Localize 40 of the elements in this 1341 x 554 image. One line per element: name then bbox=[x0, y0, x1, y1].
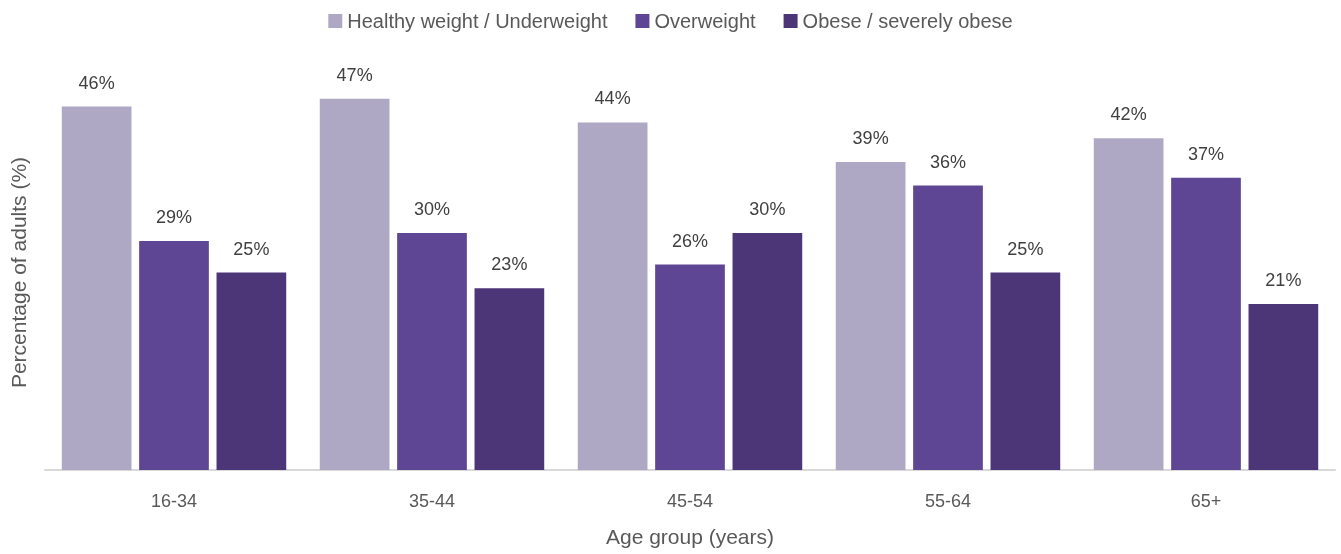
data-label: 36% bbox=[929, 151, 967, 172]
bar bbox=[1171, 177, 1241, 470]
bar bbox=[1248, 304, 1319, 470]
data-label: 47% bbox=[336, 64, 373, 85]
x-tick-label: 65+ bbox=[1190, 491, 1222, 511]
data-label: 29% bbox=[155, 206, 193, 227]
data-label: 23% bbox=[491, 254, 528, 275]
data-label: 37% bbox=[1187, 143, 1225, 164]
bar bbox=[474, 288, 545, 470]
y-axis-title: Percentage of adults (%) bbox=[7, 156, 30, 389]
x-tick-label: 16-34 bbox=[150, 491, 198, 511]
bar bbox=[216, 272, 287, 470]
data-label: 39% bbox=[852, 127, 889, 148]
legend-label: Obese / severely obese bbox=[802, 10, 1013, 32]
data-label: 44% bbox=[594, 88, 631, 109]
x-tick-label: 55-64 bbox=[924, 491, 972, 511]
bar bbox=[139, 240, 209, 470]
bar bbox=[655, 264, 725, 470]
data-label: 25% bbox=[233, 238, 270, 259]
data-label: 30% bbox=[413, 199, 451, 219]
bar bbox=[732, 233, 803, 470]
bar bbox=[990, 272, 1061, 470]
data-label: 21% bbox=[1265, 270, 1302, 291]
data-label: 46% bbox=[78, 72, 115, 93]
x-tick-label: 35-44 bbox=[408, 491, 456, 511]
x-axis-title: Age group (years) bbox=[605, 525, 775, 548]
x-tick-label: 45-54 bbox=[666, 491, 714, 511]
data-label: 26% bbox=[671, 230, 709, 251]
bar bbox=[319, 98, 390, 470]
bar bbox=[61, 106, 132, 470]
bar bbox=[397, 233, 467, 470]
legend-label: Healthy weight / Underweight bbox=[347, 10, 608, 32]
bar bbox=[835, 161, 906, 470]
data-label: 42% bbox=[1110, 104, 1147, 125]
data-label: 25% bbox=[1007, 238, 1044, 259]
data-label: 30% bbox=[749, 199, 786, 219]
bar bbox=[913, 185, 983, 470]
bar bbox=[577, 122, 648, 470]
legend-label: Overweight bbox=[654, 10, 757, 32]
bar bbox=[1093, 138, 1164, 470]
